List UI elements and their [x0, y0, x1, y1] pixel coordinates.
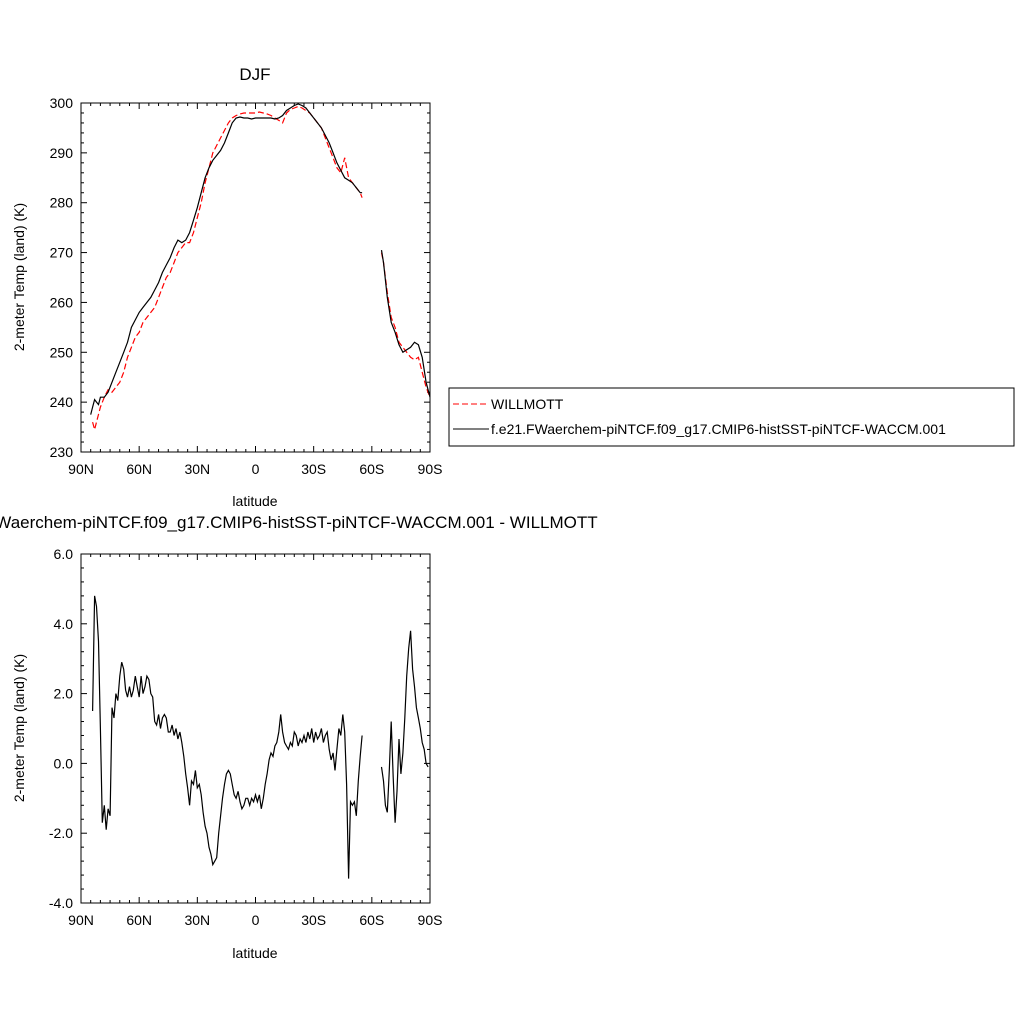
series-line-willmott-seg-1: [380, 252, 431, 398]
x-tick-label: 60N: [126, 912, 152, 928]
y-tick-label: 2.0: [54, 686, 74, 702]
x-tick-label: 90S: [418, 461, 443, 477]
plot-lines: [92, 595, 429, 879]
x-tick-label: 0: [252, 461, 260, 477]
legend-box: [448, 387, 1015, 447]
y-tick-label: 290: [50, 145, 74, 161]
series-line-willmott-seg-0: [92, 105, 363, 432]
y-tick-label: 260: [50, 294, 74, 310]
x-tick-label: 60S: [359, 912, 384, 928]
y-tick-label: 4.0: [54, 616, 74, 632]
y-tick-label: 0.0: [54, 755, 74, 771]
plot-lines: [90, 103, 431, 432]
y-tick-label: 6.0: [54, 546, 74, 562]
x-tick-label: 30N: [184, 912, 210, 928]
x-tick-label: 60S: [359, 461, 384, 477]
axis-ticks: 90N 60N 30N 0 30S 60S 90S 230 240 250 260 270 280 290…: [50, 95, 443, 477]
plot-frame: [80, 102, 431, 453]
chart-title: DJF: [239, 65, 270, 84]
series-line-model-seg-1: [380, 250, 431, 398]
x-tick-label: 60N: [126, 461, 152, 477]
y-axis-label: 2-meter Temp (land) (K): [11, 203, 27, 351]
x-tick-label: 30S: [301, 912, 326, 928]
chart-title: f.e21.FWaerchem-piNTCF.f09_g17.CMIP6-his…: [0, 513, 598, 532]
x-tick-label: 30N: [184, 461, 210, 477]
y-tick-label: 250: [50, 344, 74, 360]
y-tick-label: 280: [50, 195, 74, 211]
series-line-model-seg-0: [90, 103, 363, 415]
legend-label-model: f.e21.FWaerchem-piNTCF.f09_g17.CMIP6-his…: [491, 421, 946, 437]
y-tick-label: 230: [50, 444, 74, 460]
y-tick-label: 270: [50, 245, 74, 261]
y-axis-label: 2-meter Temp (land) (K): [11, 654, 27, 802]
series-line-difference-seg-0: [92, 595, 363, 879]
x-axis-label: latitude: [232, 493, 277, 509]
top-chart-panel: DJF 2-meter Temp (land) (K) latitude 90N…: [11, 65, 442, 509]
bottom-chart-panel: f.e21.FWaerchem-piNTCF.f09_g17.CMIP6-his…: [0, 513, 598, 961]
axis-ticks: 90N 60N 30N 0 30S 60S 90S -4.0 -2.0 0.0 2.0 4.0 6.0: [49, 546, 443, 928]
legend: WILLMOTT f.e21.FWaerchem-piNTCF.f09_g17.…: [448, 387, 1015, 447]
y-tick-label: -4.0: [49, 895, 73, 911]
x-tick-label: 30S: [301, 461, 326, 477]
series-line-difference-seg-1: [380, 630, 429, 823]
x-axis-label: latitude: [232, 945, 277, 961]
x-tick-label: 90N: [68, 461, 94, 477]
x-tick-label: 0: [252, 912, 260, 928]
x-tick-label: 90S: [418, 912, 443, 928]
y-tick-label: 240: [50, 394, 74, 410]
legend-label-willmott: WILLMOTT: [491, 396, 564, 412]
x-tick-label: 90N: [68, 912, 94, 928]
y-tick-label: -2.0: [49, 825, 73, 841]
plot-frame: [80, 553, 431, 904]
y-tick-label: 300: [50, 95, 74, 111]
